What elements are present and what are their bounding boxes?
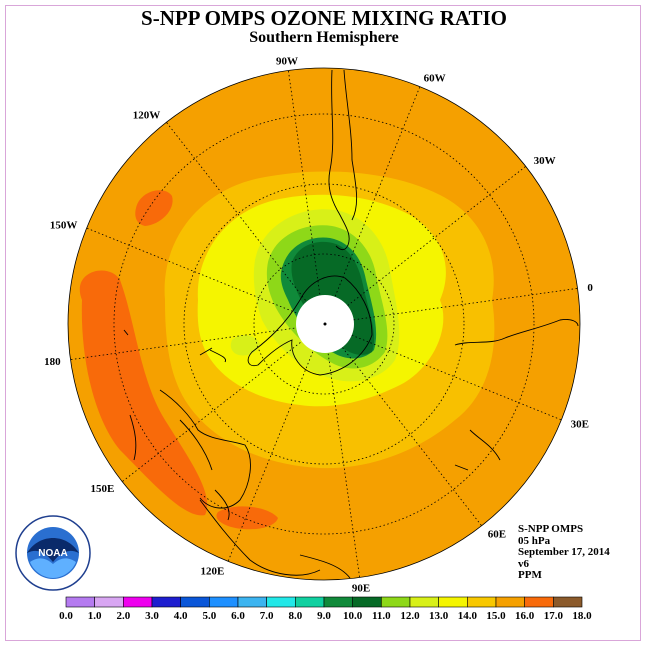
coast-australia bbox=[199, 499, 351, 579]
longitude-label: 60E bbox=[488, 529, 506, 541]
coast-new-zealand-australia-arc bbox=[159, 389, 251, 509]
map-boundary bbox=[67, 67, 581, 581]
meridian-line bbox=[334, 86, 421, 297]
longitude-label: 90W bbox=[276, 56, 298, 68]
noaa-logo-wave bbox=[30, 558, 76, 578]
coastlines bbox=[123, 69, 579, 579]
coast-pacific-islands bbox=[123, 329, 137, 461]
map-title: S-NPP OMPS OZONE MIXING RATIO bbox=[141, 6, 507, 30]
longitude-label: 90E bbox=[352, 582, 370, 594]
meridian-line bbox=[227, 351, 314, 562]
meridian-line bbox=[347, 166, 526, 306]
field-yellow-green-spot bbox=[230, 335, 260, 356]
coast-south-america-east bbox=[343, 69, 358, 221]
meridian-line bbox=[353, 287, 578, 321]
longitude-label: 60W bbox=[424, 72, 446, 84]
meridians bbox=[70, 70, 578, 578]
coast-islands bbox=[179, 419, 230, 521]
noaa-logo-text: NOAA bbox=[38, 548, 67, 559]
longitude-label: 120W bbox=[133, 109, 161, 121]
longitude-label: 30E bbox=[571, 419, 589, 431]
longitude-label: 120E bbox=[201, 566, 225, 578]
info-units: PPM bbox=[518, 569, 542, 581]
meridian-line bbox=[86, 227, 297, 314]
longitude-label: 180 bbox=[44, 356, 61, 368]
lat-circle-50s bbox=[183, 183, 465, 465]
noaa-logo: NOAA bbox=[15, 515, 91, 591]
longitude-labels: 90W 60W 30W 0 30E 60E 90E 120E 150E 180 150W 120W bbox=[44, 56, 593, 595]
longitude-label: 0 bbox=[587, 282, 593, 294]
field-dark-orange-south bbox=[216, 506, 278, 530]
meridian-line bbox=[122, 342, 301, 482]
map-subtitle: Southern Hemisphere bbox=[249, 29, 399, 46]
coast-kerguelen bbox=[454, 429, 501, 471]
field-dark-orange-nw bbox=[135, 190, 173, 226]
longitude-label: 150W bbox=[50, 219, 78, 231]
lat-circle-70s bbox=[253, 253, 395, 395]
latitude-circles bbox=[113, 113, 535, 535]
coast-ross-islands bbox=[199, 347, 227, 363]
coast-africa bbox=[454, 319, 579, 346]
south-pole-dot bbox=[323, 322, 327, 326]
longitude-label: 30W bbox=[534, 155, 556, 167]
meridian-line bbox=[327, 353, 361, 578]
meridian-line bbox=[342, 347, 482, 526]
field-dark-orange-west bbox=[79, 270, 208, 516]
info-level: 05 hPa bbox=[518, 534, 551, 547]
coast-south-america bbox=[328, 69, 350, 251]
product-info: S-NPP OMPS 05 hPa September 17, 2014 v6 … bbox=[518, 523, 610, 582]
meridian-line bbox=[166, 122, 306, 301]
info-instrument: S-NPP OMPS bbox=[518, 523, 584, 535]
meridian-line bbox=[351, 334, 562, 421]
coast-antarctica bbox=[247, 275, 373, 376]
info-date: September 17, 2014 bbox=[518, 546, 610, 558]
page-frame bbox=[5, 5, 641, 641]
noaa-logo-bird bbox=[27, 538, 79, 562]
lat-circle-30s bbox=[113, 113, 535, 535]
info-version: v6 bbox=[518, 557, 529, 570]
meridian-line bbox=[70, 327, 295, 361]
meridian-line bbox=[287, 70, 321, 295]
longitude-label: 150E bbox=[91, 483, 115, 495]
